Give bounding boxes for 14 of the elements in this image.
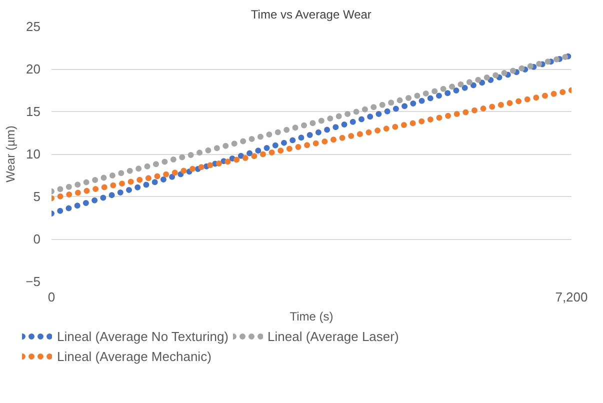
- y-tick-label: 0: [33, 232, 41, 246]
- y-tick-label: −5: [26, 274, 41, 289]
- x-tick-label: 7,200: [555, 290, 588, 304]
- y-axis-title: Wear (µm): [4, 126, 18, 182]
- y-tick-label: 5: [33, 189, 41, 204]
- legend-label: Lineal (Average Laser): [268, 328, 399, 344]
- legend-label: Lineal (Average No Texturing): [57, 328, 229, 344]
- y-tick-label: 20: [26, 62, 41, 76]
- y-tick-label: 25: [26, 19, 41, 34]
- y-tick-label: 10: [26, 146, 41, 162]
- y-tick-label: 15: [26, 104, 41, 119]
- chart-title: Time vs Average Wear: [250, 8, 372, 22]
- x-axis-title: Time (s): [290, 310, 334, 324]
- legend-label: Lineal (Average Mechanic): [57, 348, 212, 364]
